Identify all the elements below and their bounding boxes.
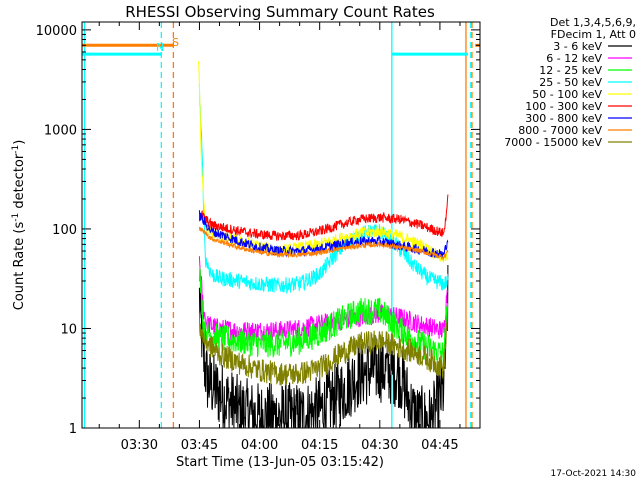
series-line-5 bbox=[198, 194, 449, 241]
y-tick-label: 10000 bbox=[36, 24, 77, 39]
y-tick-label: 10 bbox=[60, 322, 77, 337]
x-tick-label: 03:30 bbox=[121, 438, 158, 453]
legend-header: Det 1,3,4,5,6,9, bbox=[550, 16, 636, 29]
legend-label: 50 - 100 keV bbox=[532, 88, 602, 101]
y-axis-label-sup2: -1 bbox=[11, 145, 21, 154]
x-tick-label: 04:00 bbox=[241, 438, 278, 453]
chart-title: RHESSI Observing Summary Count Rates bbox=[125, 3, 435, 21]
legend-label: 25 - 50 keV bbox=[539, 76, 602, 89]
y-tick-label: 1 bbox=[69, 422, 77, 437]
x-axis-label: Start Time (13-Jun-05 03:15:42) bbox=[176, 455, 384, 470]
x-tick-label: 04:15 bbox=[301, 438, 338, 453]
x-tick-label: 04:30 bbox=[361, 438, 398, 453]
y-axis-label-sup1: -1 bbox=[11, 213, 21, 222]
plot-frame bbox=[81, 21, 481, 429]
x-axis-ticks: 03:30 03:45 04:00 04:15 04:30 04:45 bbox=[98, 22, 461, 453]
legend-label: 100 - 300 keV bbox=[525, 100, 602, 113]
legend-label: 800 - 7000 keV bbox=[518, 124, 602, 137]
legend-header: FDecim 1, Att 0 bbox=[551, 28, 636, 41]
legend-label: 6 - 12 keV bbox=[546, 52, 602, 65]
legend-label: 300 - 800 keV bbox=[525, 112, 602, 125]
series-line-8 bbox=[198, 311, 449, 386]
legend: Det 1,3,4,5,6,9,FDecim 1, Att 03 - 6 keV… bbox=[504, 16, 636, 149]
y-tick-label: 1000 bbox=[44, 123, 77, 138]
y-axis-label-main: Count Rate (s bbox=[12, 222, 27, 311]
legend-label: 3 - 6 keV bbox=[553, 40, 602, 53]
legend-label: 12 - 25 keV bbox=[539, 64, 602, 77]
footer-timestamp: 17-Oct-2021 14:30 bbox=[551, 469, 637, 479]
saa-annotation: S bbox=[172, 36, 179, 49]
x-tick-label: 03:45 bbox=[181, 438, 218, 453]
y-tick-label: 100 bbox=[52, 223, 77, 238]
flag-bars bbox=[82, 43, 480, 56]
series-line-7 bbox=[198, 226, 449, 261]
y-axis-label-mid: detector bbox=[12, 153, 27, 213]
y-axis-ticks: 1 10 100 1000 10000 bbox=[36, 24, 480, 437]
series-line-2 bbox=[198, 267, 449, 366]
night-annotation: N bbox=[156, 41, 164, 54]
series-line-3 bbox=[198, 83, 449, 295]
series-lines bbox=[198, 61, 449, 428]
y-axis-label: Count Rate (s-1 detector-1) bbox=[11, 140, 27, 311]
legend-label: 7000 - 15000 keV bbox=[504, 136, 602, 149]
y-axis-label-end: ) bbox=[12, 140, 27, 145]
x-tick-label: 04:45 bbox=[421, 438, 458, 453]
series-line-0 bbox=[198, 264, 449, 428]
